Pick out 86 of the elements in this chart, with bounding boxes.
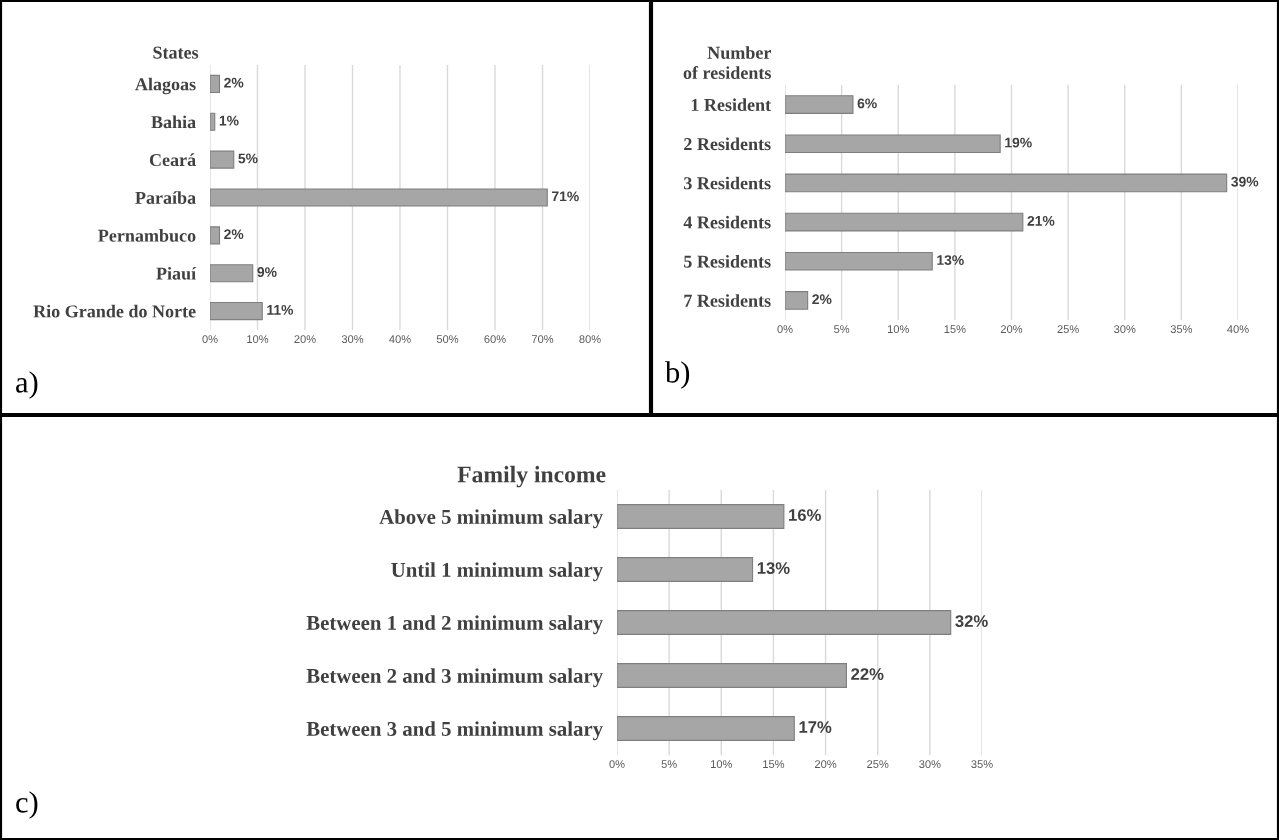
y-tick-label: Paraíba xyxy=(135,191,196,204)
x-tick-label: 0% xyxy=(609,760,625,769)
x-tick-label: 40% xyxy=(389,335,411,344)
data-label: 22% xyxy=(851,668,884,680)
x-tick-label: 60% xyxy=(484,335,506,344)
text: b) xyxy=(665,361,690,389)
x-tick-label: 20% xyxy=(294,335,316,344)
data-label: 39% xyxy=(1231,176,1259,187)
y-tick-label: 3 Residents xyxy=(684,176,771,190)
x-tick-label: 30% xyxy=(919,760,941,769)
x-tick-label: 20% xyxy=(815,760,837,769)
chart-title: Number of residents xyxy=(683,46,772,79)
data-label: 32% xyxy=(955,615,988,627)
x-tick-label: 15% xyxy=(763,760,785,769)
data-label: 1% xyxy=(219,115,239,126)
x-tick-label: 30% xyxy=(341,335,364,344)
x-tick-label: 70% xyxy=(531,335,554,344)
y-tick-label: Until 1 minimum salary xyxy=(391,562,603,582)
x-tick-label: 30% xyxy=(1114,325,1136,334)
data-label: 6% xyxy=(857,98,877,109)
data-label: 21% xyxy=(1027,215,1055,226)
data-label: 16% xyxy=(789,509,821,521)
data-label: 11% xyxy=(267,305,294,315)
bar xyxy=(617,557,754,582)
bar xyxy=(617,716,795,741)
y-tick-label: 7 Residents xyxy=(684,294,771,307)
bar xyxy=(785,291,809,310)
y-tick-label: Rio Grande do Norte xyxy=(33,304,196,318)
bar xyxy=(617,610,952,635)
bar xyxy=(210,188,548,207)
y-tick-label: Pernambuco xyxy=(98,229,196,242)
x-tick-label: 25% xyxy=(867,760,889,769)
y-tick-label: 1 Resident xyxy=(691,98,772,112)
y-tick-label: Between 2 and 3 minimum salary xyxy=(306,668,603,688)
chart-title: Family income xyxy=(457,465,606,488)
x-tick-label: 10% xyxy=(247,335,269,344)
data-label: 2% xyxy=(812,294,832,305)
data-label: 5% xyxy=(238,153,258,164)
y-tick-label: 2 Residents xyxy=(684,137,771,151)
bar xyxy=(210,264,254,283)
x-tick-label: 10% xyxy=(887,325,909,334)
x-tick-label: 25% xyxy=(1057,325,1079,334)
bar xyxy=(617,663,847,688)
bar xyxy=(785,134,1001,154)
x-tick-label: 35% xyxy=(1170,325,1193,334)
y-tick-label: Piauí xyxy=(156,266,197,280)
bar xyxy=(210,301,263,321)
x-tick-label: 5% xyxy=(661,760,677,769)
x-tick-label: 20% xyxy=(1000,325,1023,334)
text: c) xyxy=(16,791,38,819)
y-tick-label: 4 Residents xyxy=(683,215,771,229)
data-label: 71% xyxy=(552,191,579,202)
x-tick-label: 40% xyxy=(1227,325,1249,334)
y-tick-label: Above 5 minimum salary xyxy=(379,509,603,529)
bar xyxy=(785,173,1228,193)
x-tick-label: 35% xyxy=(971,760,993,769)
x-tick-label: 10% xyxy=(711,760,733,769)
bar xyxy=(210,150,235,169)
y-tick-label: Alagoas xyxy=(135,77,196,95)
bar xyxy=(785,95,854,114)
chart-title: States xyxy=(153,46,199,59)
data-label: 19% xyxy=(1005,137,1032,148)
bar xyxy=(210,226,221,245)
y-tick-label: Ceará xyxy=(149,153,196,167)
x-tick-label: 15% xyxy=(944,325,966,334)
y-tick-label: Bahia xyxy=(151,115,196,129)
data-label: 9% xyxy=(257,267,277,277)
y-tick-label: Between 3 and 5 minimum salary xyxy=(306,721,603,741)
y-tick-label: Between 1 and 2 minimum salary xyxy=(306,615,603,635)
data-label: 13% xyxy=(757,562,790,574)
y-tick-label: 5 Residents xyxy=(684,254,771,268)
text: a) xyxy=(16,371,38,399)
x-tick-label: 0% xyxy=(202,335,218,344)
bar xyxy=(617,504,785,529)
data-label: 17% xyxy=(799,721,832,733)
bar xyxy=(785,251,933,271)
bar xyxy=(210,112,216,131)
data-label: 2% xyxy=(224,77,244,88)
x-tick-label: 0% xyxy=(777,325,793,334)
bar xyxy=(210,74,221,94)
x-tick-label: 50% xyxy=(436,335,459,344)
data-label: 2% xyxy=(224,229,244,240)
x-tick-label: 80% xyxy=(579,335,601,344)
x-tick-label: 5% xyxy=(834,325,850,334)
data-label: 13% xyxy=(937,255,964,265)
bar xyxy=(785,212,1024,232)
